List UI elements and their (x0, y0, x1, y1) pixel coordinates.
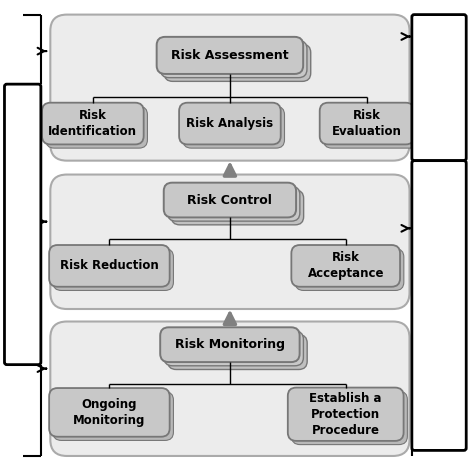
FancyBboxPatch shape (42, 103, 144, 145)
FancyBboxPatch shape (53, 392, 173, 440)
FancyBboxPatch shape (164, 183, 296, 218)
FancyBboxPatch shape (288, 388, 403, 441)
FancyBboxPatch shape (171, 190, 304, 225)
FancyBboxPatch shape (46, 106, 147, 148)
FancyBboxPatch shape (412, 160, 466, 451)
Text: Risk
Acceptance: Risk Acceptance (308, 252, 384, 280)
Text: Risk Communication: Risk Communication (16, 157, 29, 292)
FancyBboxPatch shape (168, 335, 307, 370)
Text: Risk
Evaluation: Risk Evaluation (332, 109, 402, 138)
FancyBboxPatch shape (49, 245, 170, 287)
Text: Risk Analysis: Risk Analysis (186, 117, 273, 130)
FancyBboxPatch shape (4, 84, 41, 365)
FancyBboxPatch shape (292, 245, 400, 287)
FancyBboxPatch shape (50, 321, 410, 456)
Text: Risk Assessment: Risk Assessment (171, 49, 289, 62)
FancyBboxPatch shape (50, 14, 410, 160)
FancyBboxPatch shape (412, 14, 466, 160)
Text: Unacceptable: Unacceptable (433, 42, 446, 133)
FancyBboxPatch shape (53, 249, 173, 291)
FancyBboxPatch shape (164, 331, 303, 366)
Text: Risk
Identification: Risk Identification (48, 109, 137, 138)
Text: Risk Monitoring: Risk Monitoring (175, 338, 285, 351)
FancyBboxPatch shape (156, 37, 303, 74)
Text: Ongoing
Monitoring: Ongoing Monitoring (73, 398, 146, 427)
FancyBboxPatch shape (295, 249, 404, 291)
Text: Risk Reduction: Risk Reduction (60, 259, 159, 272)
FancyBboxPatch shape (179, 103, 281, 145)
FancyBboxPatch shape (183, 106, 284, 148)
FancyBboxPatch shape (160, 40, 307, 78)
FancyBboxPatch shape (160, 327, 300, 362)
FancyBboxPatch shape (323, 106, 418, 148)
FancyBboxPatch shape (319, 103, 414, 145)
FancyBboxPatch shape (164, 44, 311, 81)
Text: Risk Control: Risk Control (188, 193, 273, 206)
Text: Establish a
Protection
Procedure: Establish a Protection Procedure (310, 392, 382, 437)
Text: Risk Review: Risk Review (433, 266, 446, 345)
FancyBboxPatch shape (167, 186, 300, 221)
FancyBboxPatch shape (292, 391, 407, 445)
FancyBboxPatch shape (50, 174, 410, 309)
FancyBboxPatch shape (49, 388, 170, 437)
